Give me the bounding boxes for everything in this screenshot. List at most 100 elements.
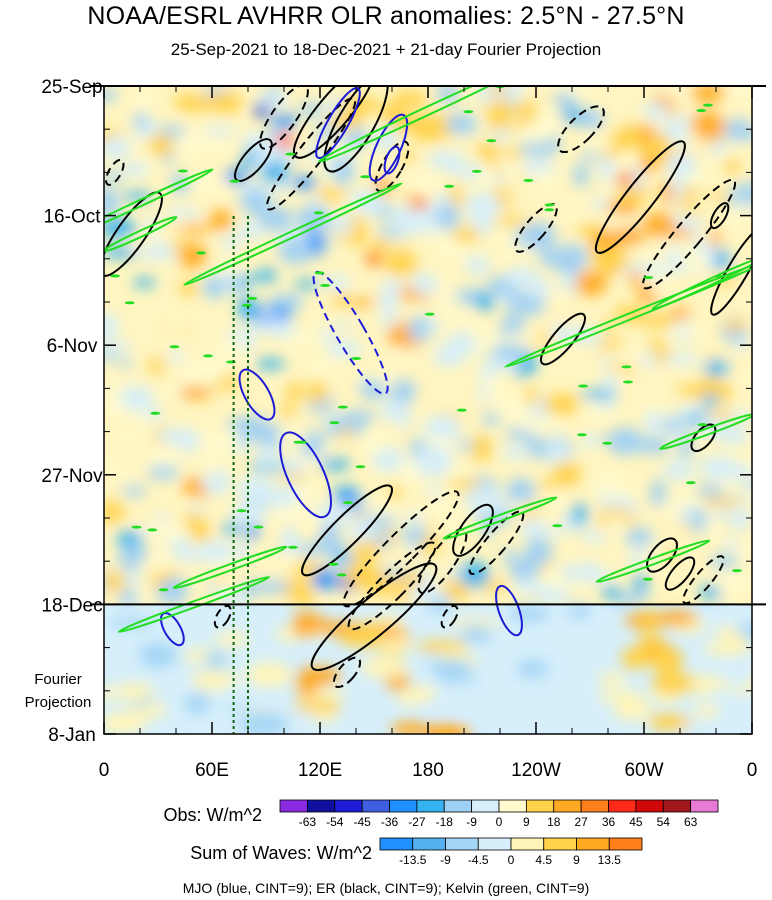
chart-subtitle: 25-Sep-2021 to 18-Dec-2021 + 21-day Four… [170,40,602,59]
kelvin-marker [351,356,362,360]
legend-level: 9 [523,815,530,829]
legend-level: 4.5 [535,853,552,867]
obs-anomaly-patch [119,385,154,411]
obs-anomaly-patch [214,577,245,594]
mjo-contour [238,368,276,421]
er-contour [259,86,309,150]
obs-anomaly-patch [690,111,725,140]
obs-anomaly-patch [546,444,570,464]
obs-anomaly-patch [198,433,236,458]
obs-anomaly-patch [427,150,465,170]
projection-anomaly-patch [596,690,646,703]
legend-swatch [635,799,664,813]
obs-anomaly-patch [337,320,353,329]
obs-anomaly-patch [639,121,653,146]
projection-anomaly-patch [613,700,653,721]
projection-anomaly-patch [249,687,278,702]
kelvin-marker [328,562,339,566]
projection-anomaly-patch [724,663,752,688]
obs-anomaly-patch [344,561,381,588]
projection-label: Projection [25,694,92,711]
mjo-contour [279,431,332,519]
obs-anomaly-patch [133,112,149,129]
kelvin-marker [177,169,188,173]
chart-title: NOAA/ESRL AVHRR OLR anomalies: 2.5°N - 2… [87,2,685,30]
obs-anomaly-patch [642,102,670,119]
obs-anomaly-patch [351,298,376,308]
x-tick-label: 0 [747,760,758,781]
obs-anomaly-patch [193,354,230,383]
kelvin-marker [147,528,158,532]
kelvin-marker [552,524,563,528]
projection-anomaly-patch [360,656,408,679]
er-contour [557,105,605,154]
obs-anomaly-patch [528,170,560,189]
kelvin-contour [172,545,288,590]
legend-swatch [412,837,446,851]
obs-anomaly-patch [718,484,752,496]
legend-swatch [334,799,363,813]
er-contour [594,140,686,254]
obs-anomaly-patch [561,271,580,293]
obs-anomaly-patch [705,497,743,507]
obs-anomaly-patch [226,417,267,433]
kelvin-marker [196,251,207,255]
obs-anomaly-patch [527,432,541,459]
obs-anomaly-patch [709,555,739,568]
kelvin-marker [150,411,161,415]
kelvin-marker [544,203,555,207]
kelvin-marker [463,110,474,114]
obs-anomaly-patch [451,226,480,243]
obs-anomaly-patch [671,215,699,228]
obs-anomaly-patch [229,502,268,526]
obs-anomaly-patch [260,310,275,320]
kelvin-marker [229,179,240,183]
projection-anomaly-patch [114,682,155,701]
kelvin-contour [595,539,711,583]
obs-anomaly-patch [159,360,187,371]
obs-anomaly-patch [328,216,355,234]
obs-anomaly-patch [179,385,212,400]
obs-anomaly-patch [348,519,377,543]
obs-anomaly-patch [286,331,324,347]
obs-anomaly-patch [384,252,418,276]
er-contour [468,510,525,575]
obs-anomaly-patch [305,231,324,244]
kelvin-marker [444,184,455,188]
obs-anomaly-patch [401,527,428,543]
obs-anomaly-patch [703,360,730,377]
obs-anomaly-patch [640,152,656,174]
kelvin-marker [131,525,142,529]
obs-anomaly-patch [643,314,675,328]
projection-anomaly-patch [236,711,289,734]
kelvin-marker [293,440,304,444]
obs-anomaly-patch [234,274,258,284]
obs-anomaly-patch [338,426,353,439]
er-contour [710,226,752,316]
obs-anomaly-patch [646,339,666,349]
obs-anomaly-patch [267,319,296,338]
obs-anomaly-patch [442,576,470,601]
obs-anomaly-patch [605,489,636,498]
kelvin-marker [329,421,340,425]
obs-anomaly-patch [256,423,284,450]
obs-anomaly-patch [723,118,752,142]
legend-level: 0 [496,815,503,829]
er-contour [682,555,725,605]
obs-anomaly-patch [438,240,474,259]
x-tick-label: 120E [298,760,342,781]
legend-level: 54 [657,815,671,829]
er-contour [301,484,393,577]
er-contour [342,490,460,608]
kelvin-marker [643,275,654,279]
y-tick-label: 18-Dec [41,595,102,616]
projection-anomaly-patch [184,692,211,715]
projection-anomaly-patch [104,712,145,734]
projection-anomaly-patch [420,723,471,734]
obs-anomaly-patch [482,413,501,426]
obs-anomaly-patch [553,92,579,107]
legend-level: -9 [440,853,451,867]
obs-anomaly-patch [682,251,709,270]
contour-note: MJO (blue, CINT=9); ER (black, CINT=9); … [182,880,590,896]
